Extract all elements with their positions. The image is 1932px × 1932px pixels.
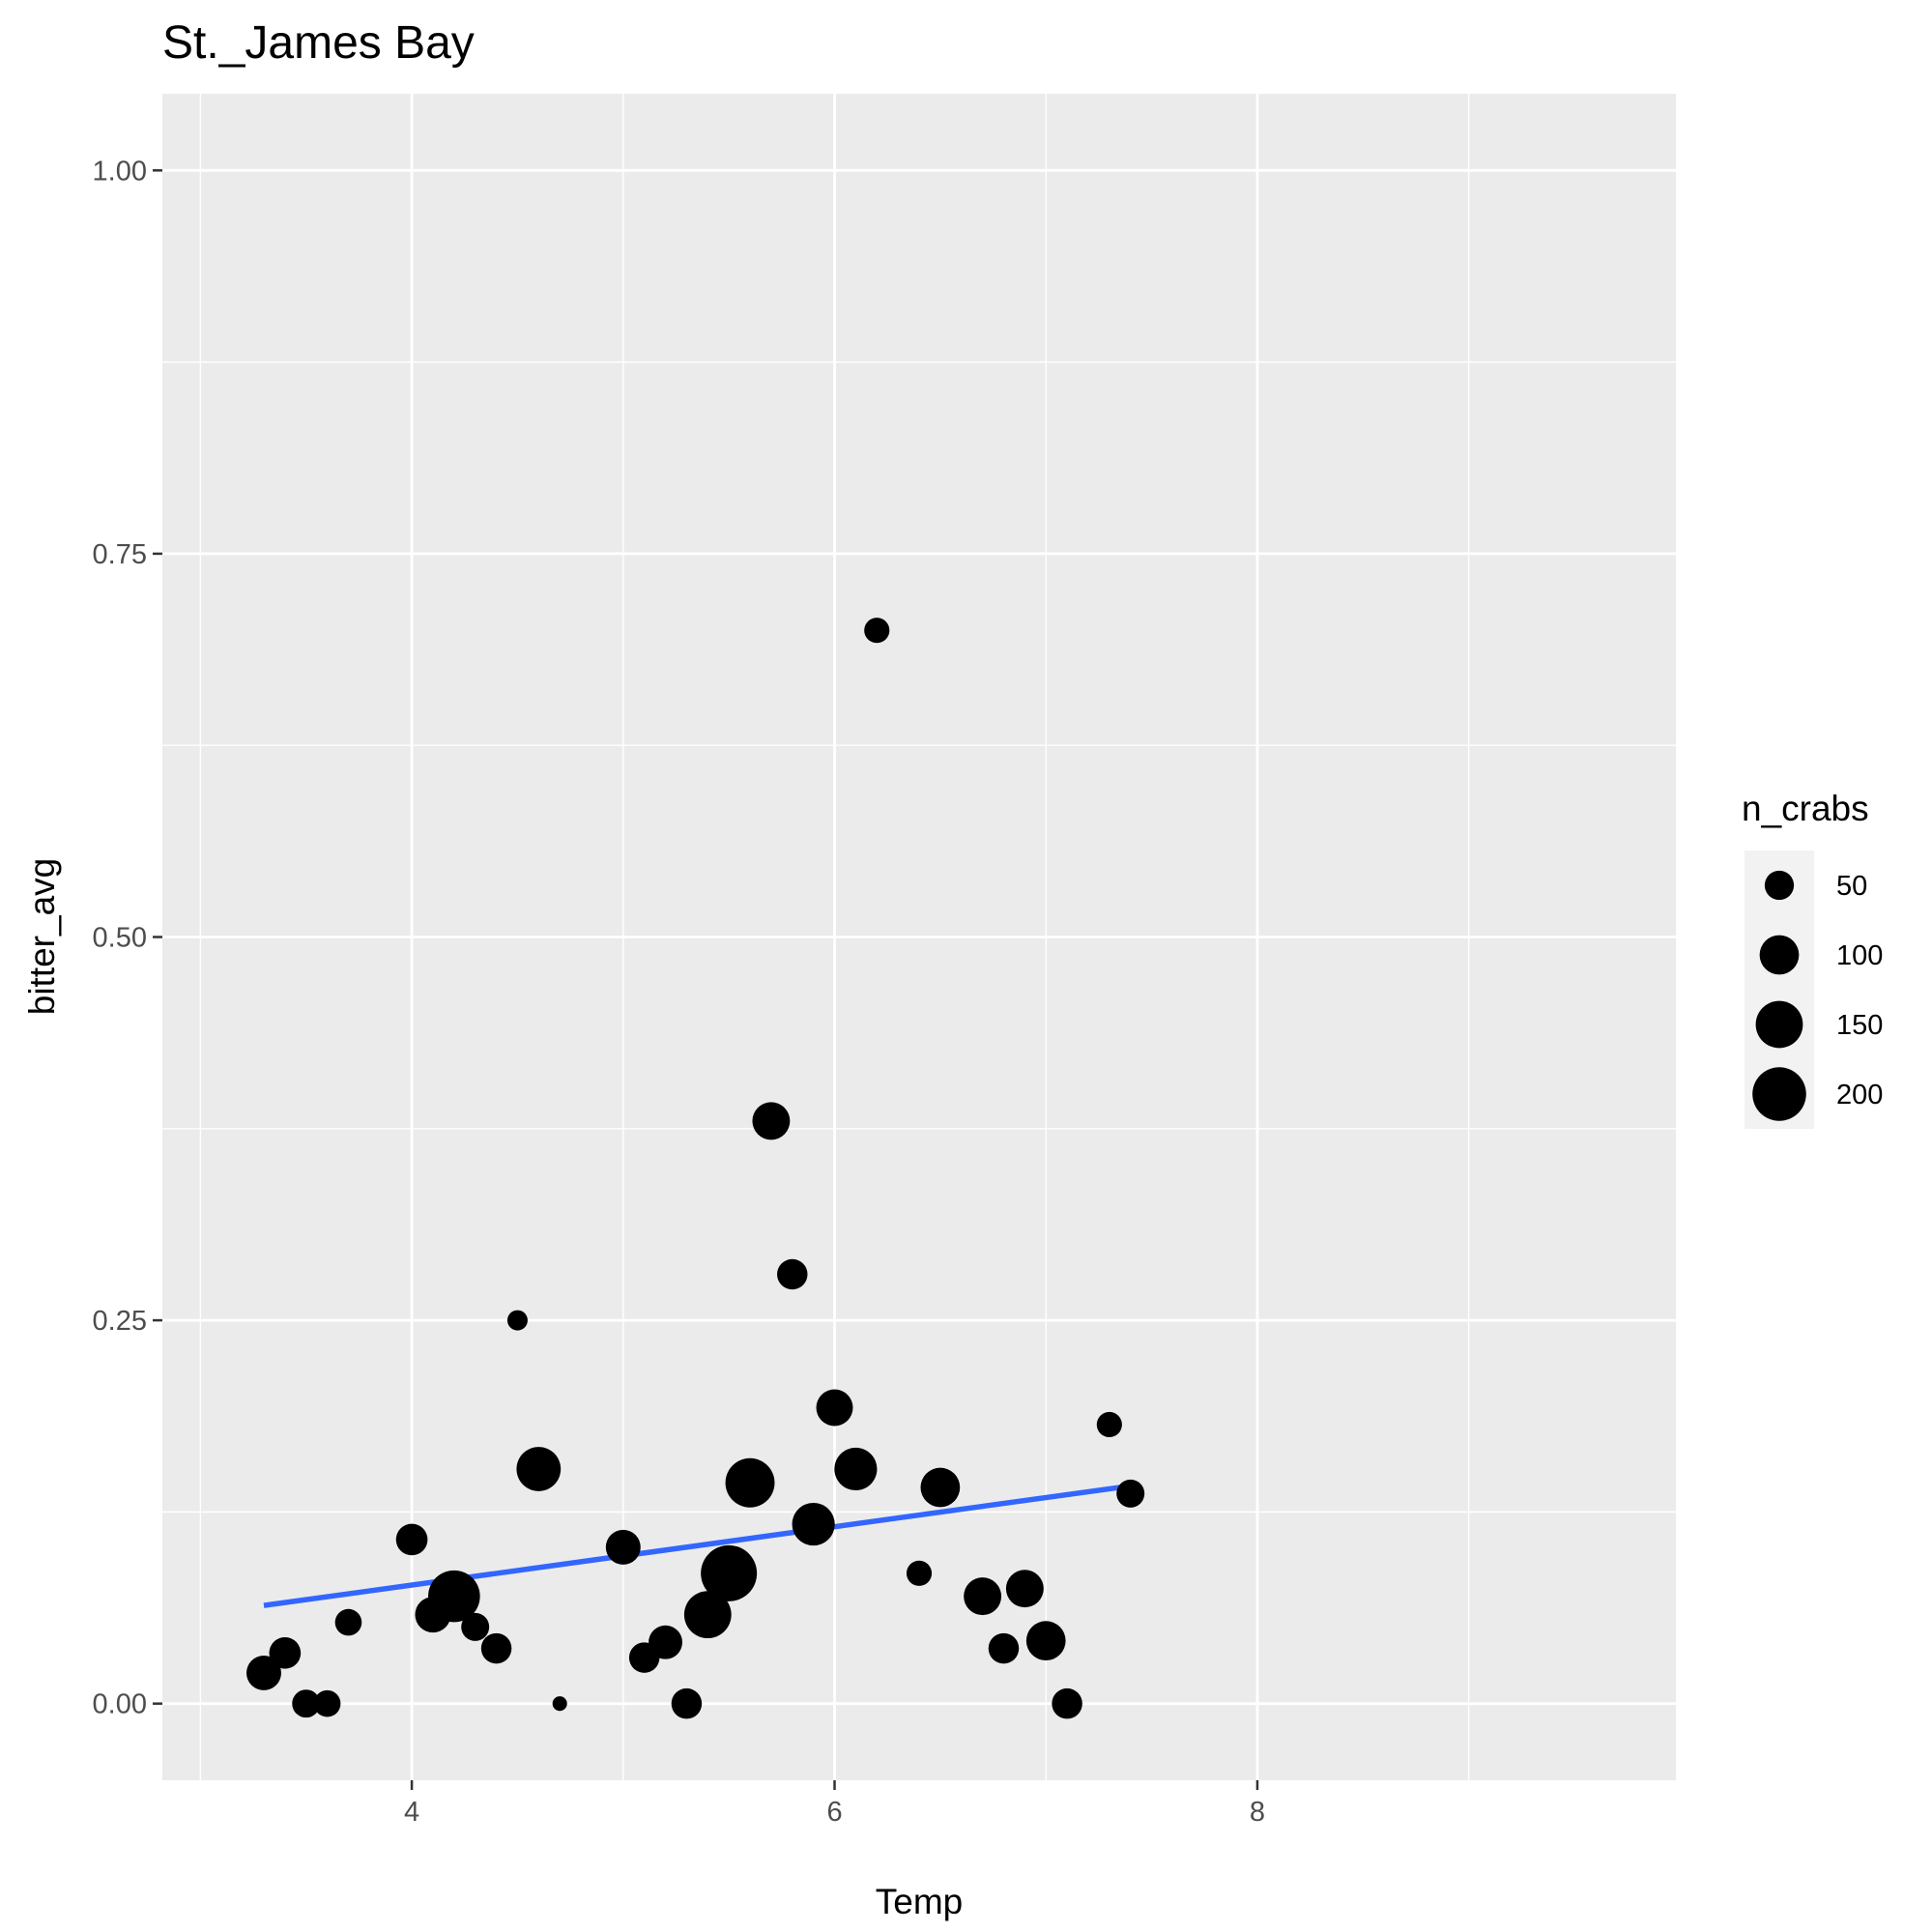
data-point <box>1005 1570 1044 1608</box>
data-point <box>683 1591 732 1639</box>
major-gridlines <box>162 94 1676 1780</box>
data-point <box>313 1689 341 1717</box>
chart-title: St._James Bay <box>162 17 475 69</box>
data-point <box>792 1503 835 1546</box>
data-point <box>1025 1621 1066 1661</box>
data-point <box>964 1577 1002 1616</box>
data-point <box>269 1636 302 1669</box>
data-point <box>395 1523 428 1556</box>
legend-label: 100 <box>1836 940 1883 971</box>
points-layer <box>246 618 1145 1719</box>
x-axis: 4 6 8 <box>404 1780 1265 1828</box>
legend-label: 200 <box>1836 1080 1883 1110</box>
legend-key-point <box>1752 1067 1806 1121</box>
data-point <box>1116 1479 1145 1508</box>
legend-key-point <box>1759 935 1800 975</box>
data-point <box>701 1544 758 1601</box>
y-tick-label: 0.00 <box>93 1689 147 1720</box>
data-point <box>334 1608 362 1636</box>
legend-title: n_crabs <box>1742 789 1869 828</box>
y-tick-label: 1.00 <box>93 156 147 187</box>
data-point <box>1096 1411 1122 1438</box>
legend-key-point <box>1764 870 1795 901</box>
data-point <box>988 1632 1020 1664</box>
data-point <box>516 1447 562 1491</box>
data-point <box>834 1447 878 1491</box>
data-point <box>506 1310 528 1331</box>
data-point <box>725 1457 775 1508</box>
trend-line <box>263 1483 1132 1608</box>
data-point <box>552 1696 567 1712</box>
y-axis-title: bitter_avg <box>22 858 62 1016</box>
legend-label: 150 <box>1836 1010 1883 1041</box>
data-point <box>752 1102 791 1140</box>
y-tick-label: 0.50 <box>93 923 147 954</box>
size-legend: n_crabs 50 100 150 200 <box>1742 789 1883 1129</box>
data-point <box>671 1687 703 1719</box>
y-tick-label: 0.75 <box>93 539 147 570</box>
data-point <box>605 1529 641 1565</box>
legend-label: 50 <box>1836 871 1867 902</box>
data-point <box>864 618 890 644</box>
data-point <box>246 1655 281 1690</box>
data-point <box>461 1612 490 1641</box>
data-point <box>480 1632 512 1664</box>
data-point <box>777 1258 808 1290</box>
trend-line-layer <box>263 1483 1132 1608</box>
x-axis-title: Temp <box>876 1882 963 1921</box>
x-tick-label: 4 <box>404 1797 419 1828</box>
y-tick-label: 0.25 <box>93 1306 147 1337</box>
x-tick-label: 8 <box>1250 1797 1265 1828</box>
x-tick-label: 6 <box>826 1797 842 1828</box>
legend-key-point <box>1755 1000 1803 1049</box>
legend-items: 50 100 150 200 <box>1752 870 1883 1121</box>
data-point <box>292 1689 321 1718</box>
data-point <box>428 1570 480 1623</box>
data-point <box>816 1389 853 1427</box>
y-axis: 0.00 0.25 0.50 0.75 1.00 <box>93 156 162 1720</box>
data-point <box>649 1625 682 1659</box>
data-point <box>920 1467 961 1508</box>
data-point <box>1052 1687 1082 1719</box>
data-point <box>906 1560 933 1586</box>
